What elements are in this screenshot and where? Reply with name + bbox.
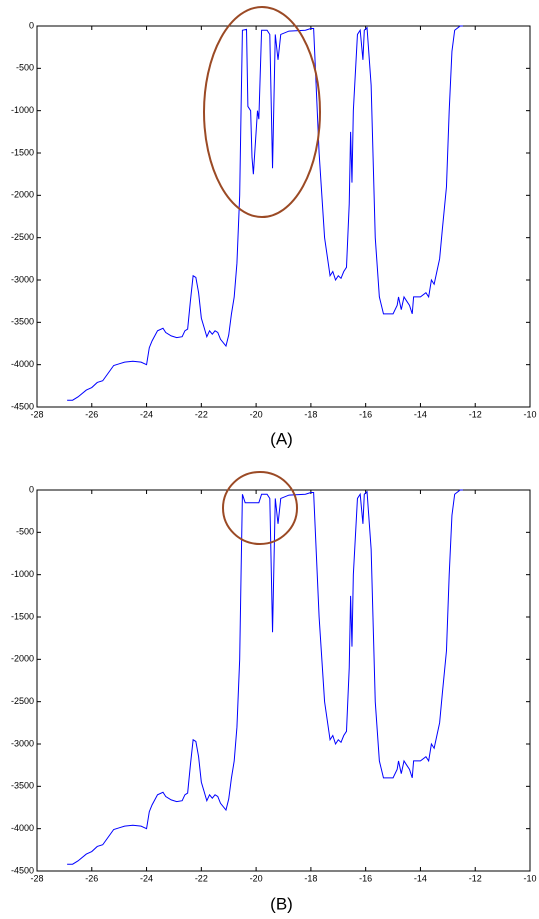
x-tick-label: -12 — [469, 873, 482, 883]
x-tick-label: -22 — [195, 873, 208, 883]
plot-frame — [36, 25, 531, 408]
highlight-ellipse — [203, 6, 321, 218]
y-tick-label: 0 — [29, 484, 34, 494]
x-tick-label: -18 — [304, 873, 317, 883]
x-tick-label: -26 — [85, 873, 98, 883]
caption: (A) — [270, 429, 293, 448]
y-tick-label: -500 — [16, 63, 34, 73]
chart: -28 -26 -24 -22 -20 -18 -16 -14 -12 -10 0 -500 -1000… — [11, 20, 537, 448]
x-tick-label: -24 — [140, 409, 153, 419]
y-tick-label: -3500 — [11, 317, 34, 327]
x-tick-label: -26 — [85, 409, 98, 419]
y-tick-label: -2000 — [11, 654, 34, 664]
y-tick-label: -4500 — [11, 865, 34, 875]
y-tick-label: -2500 — [11, 232, 34, 242]
x-tick-label: -16 — [359, 409, 372, 419]
x-tick-label: -14 — [414, 409, 427, 419]
x-tick-label: -20 — [250, 409, 263, 419]
data-line — [67, 489, 463, 865]
x-tick-label: -20 — [250, 873, 263, 883]
y-tick-label: -2500 — [11, 696, 34, 706]
x-tick-label: -22 — [195, 409, 208, 419]
x-tick-label: -28 — [30, 873, 43, 883]
x-tick-label: -28 — [30, 409, 43, 419]
x-tick-label: -10 — [523, 409, 536, 419]
y-tick-label: -1500 — [11, 147, 34, 157]
y-tick-label: -3000 — [11, 274, 34, 284]
x-tick-label: -24 — [140, 873, 153, 883]
y-tick-label: -3000 — [11, 738, 34, 748]
y-tick-label: 0 — [29, 20, 34, 30]
highlight-ellipse — [222, 471, 298, 545]
y-tick-label: -500 — [16, 527, 34, 537]
x-tick-label: -12 — [469, 409, 482, 419]
data-line — [67, 25, 463, 401]
y-tick-label: -1000 — [11, 105, 34, 115]
chart: -28 -26 -24 -22 -20 -18 -16 -14 -12 -10 0 -500 -1000… — [11, 484, 537, 913]
y-tick-label: -2000 — [11, 190, 34, 200]
y-tick-label: -1500 — [11, 611, 34, 621]
plot-frame — [36, 489, 531, 872]
caption: (B) — [270, 894, 293, 913]
y-tick-label: -1000 — [11, 569, 34, 579]
x-tick-label: -14 — [414, 873, 427, 883]
y-tick-label: -4000 — [11, 359, 34, 369]
x-tick-label: -16 — [359, 873, 372, 883]
y-tick-label: -4000 — [11, 823, 34, 833]
y-tick-label: -3500 — [11, 781, 34, 791]
x-tick-label: -18 — [304, 409, 317, 419]
x-tick-label: -10 — [523, 873, 536, 883]
y-tick-label: -4500 — [11, 401, 34, 411]
